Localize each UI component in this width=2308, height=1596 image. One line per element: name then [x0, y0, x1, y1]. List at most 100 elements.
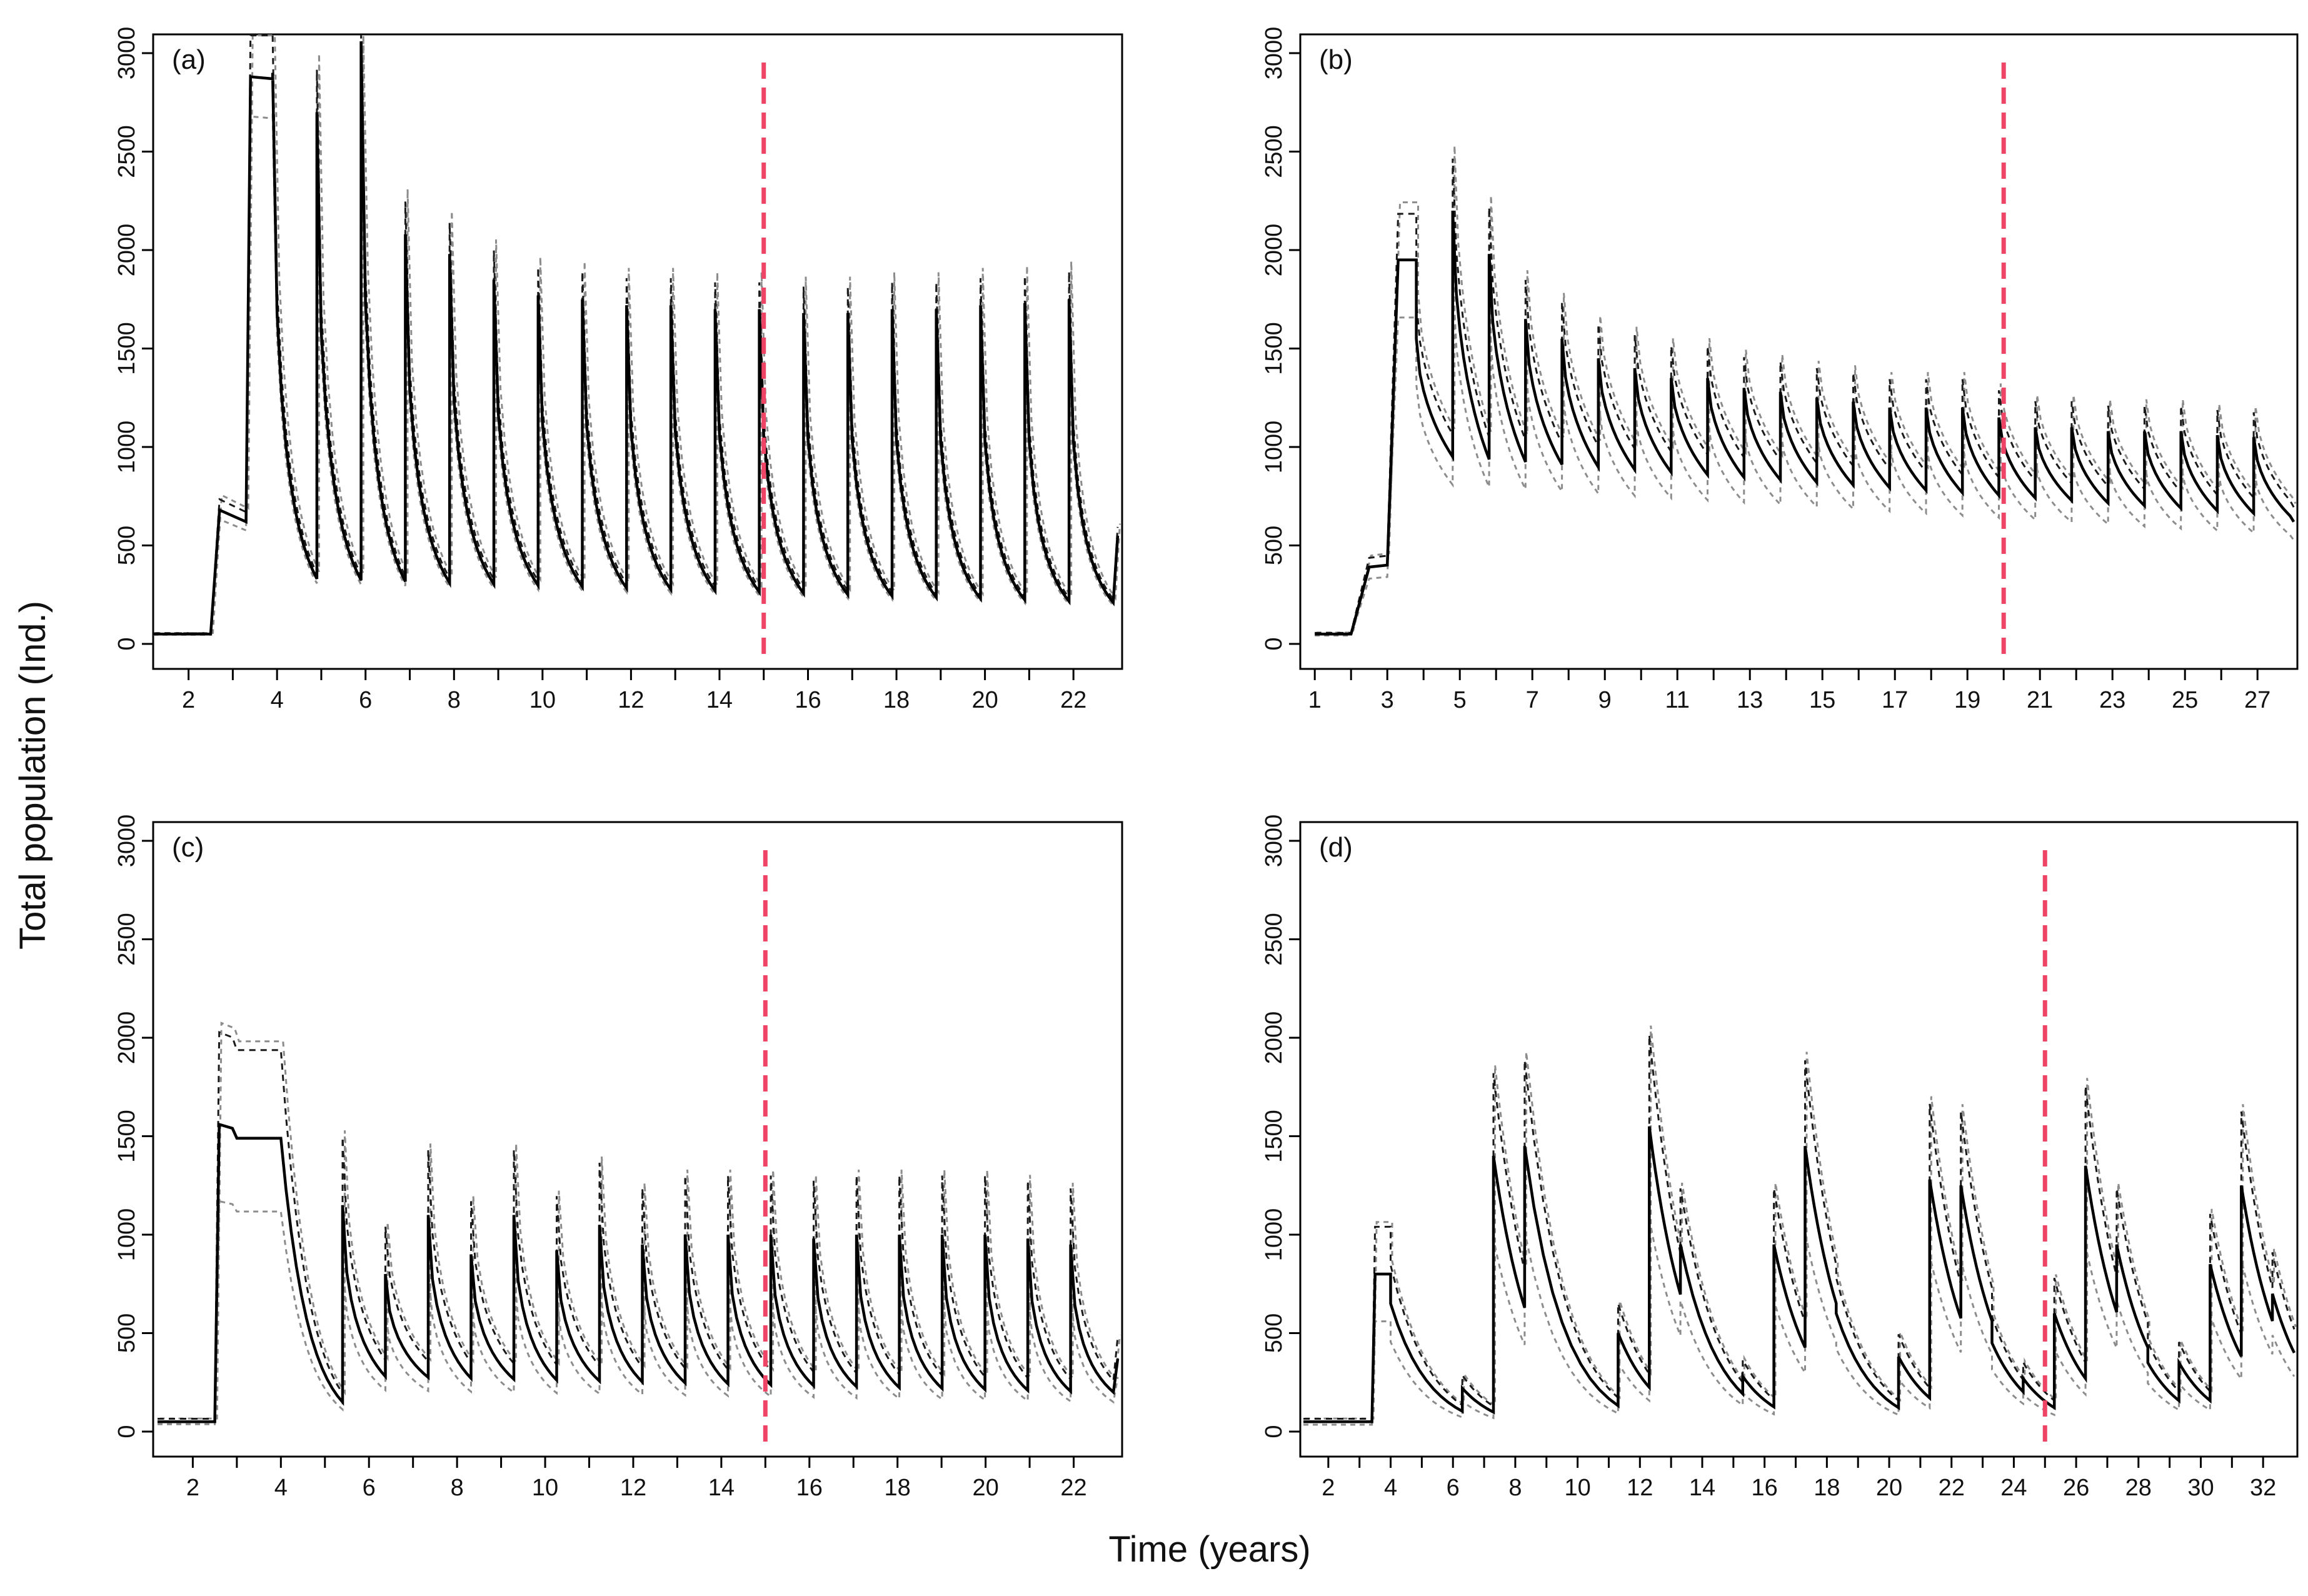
x-tick-label: 20: [971, 687, 998, 713]
y-tick-label: 2000: [1261, 224, 1287, 277]
upper-bound-series: [1315, 158, 2295, 634]
x-tick-label: 4: [1384, 1475, 1397, 1501]
panel-label: (d): [1319, 832, 1353, 863]
x-tick-label: 5: [1453, 687, 1467, 713]
x-tick-label: 23: [2099, 687, 2125, 713]
x-tick-label: 8: [451, 1475, 464, 1501]
upper-bound-series: [158, 1031, 1119, 1420]
y-tick-label: 1000: [1261, 1208, 1287, 1262]
x-tick-label: 2: [1322, 1475, 1335, 1501]
x-tick-label: 6: [1447, 1475, 1460, 1501]
y-tick-label: 500: [1261, 1313, 1287, 1353]
x-tick-label: 16: [796, 1475, 823, 1501]
x-tick-label: 2: [186, 1475, 199, 1501]
x-tick-label: 22: [1060, 687, 1086, 713]
upper-bound-series: [153, 34, 1119, 635]
y-tick-label: 2000: [114, 224, 140, 277]
y-tick-label: 2500: [114, 125, 140, 178]
x-tick-label: 9: [1598, 687, 1612, 713]
lower-bound-series: [1315, 275, 2295, 637]
x-tick-label: 12: [1627, 1475, 1653, 1501]
x-tick-label: 32: [2250, 1475, 2276, 1501]
y-axis-title: Total population (Ind.): [13, 601, 53, 950]
x-tick-label: 1: [1308, 687, 1322, 713]
y-tick-label: 1000: [1261, 421, 1287, 474]
y-tick-label: 1500: [114, 1110, 140, 1163]
y-tick-label: 2500: [1261, 125, 1287, 178]
x-tick-label: 18: [883, 687, 910, 713]
plot-frame: [152, 33, 1123, 670]
upper-bound-gray-series: [155, 34, 1121, 634]
x-tick-label: 6: [359, 687, 372, 713]
plot-frame: [152, 821, 1123, 1458]
upper-bound-series: [1303, 1035, 2295, 1420]
mean-series: [158, 1122, 1120, 1423]
x-tick-label: 20: [972, 1475, 998, 1501]
x-tick-label: 24: [2000, 1475, 2027, 1501]
plot-frame: [1299, 821, 2299, 1458]
x-tick-label: 30: [2187, 1475, 2214, 1501]
y-tick-label: 1500: [1261, 1110, 1287, 1163]
x-tick-label: 17: [1882, 687, 1908, 713]
plot-frame: [1299, 33, 2299, 670]
y-tick-label: 3000: [114, 815, 140, 868]
y-tick-label: 1500: [114, 322, 140, 375]
mean-series: [1315, 210, 2295, 636]
y-tick-label: 500: [114, 1313, 140, 1353]
y-tick-label: 3000: [1261, 27, 1287, 80]
y-tick-label: 1000: [114, 1208, 140, 1262]
upper-bound-gray-series: [1317, 145, 2297, 634]
panel-label: (a): [172, 44, 206, 75]
x-tick-label: 14: [708, 1475, 735, 1501]
x-tick-label: 3: [1381, 687, 1394, 713]
x-tick-label: 14: [706, 687, 733, 713]
y-tick-label: 2500: [1261, 913, 1287, 966]
x-tick-label: 27: [2244, 687, 2270, 713]
y-tick-label: 2000: [1261, 1011, 1287, 1065]
x-tick-label: 10: [532, 1475, 558, 1501]
x-tick-label: 10: [529, 687, 556, 713]
panel-c: 0 500 1000 1500 2000 2500 3000 2 4 6 8 10 12 14 16 18 20…: [114, 815, 1123, 1501]
y-tick-label: 3000: [1261, 815, 1287, 868]
mean-series: [1303, 1126, 2296, 1423]
y-tick-label: 2500: [114, 913, 140, 966]
y-tick-label: 3000: [114, 27, 140, 80]
x-tick-label: 20: [1876, 1475, 1902, 1501]
y-tick-label: 2000: [114, 1011, 140, 1065]
lower-bound-series: [1303, 1217, 2295, 1426]
y-tick-label: 500: [1261, 526, 1287, 565]
y-tick-label: 0: [114, 637, 140, 650]
x-tick-label: 4: [274, 1475, 288, 1501]
y-tick-label: 0: [1261, 637, 1287, 650]
x-tick-label: 12: [618, 687, 644, 713]
y-tick-label: 1500: [1261, 322, 1287, 375]
x-tick-label: 18: [1814, 1475, 1840, 1501]
x-tick-label: 22: [1939, 1475, 1965, 1501]
panel-label: (b): [1319, 44, 1353, 75]
x-tick-label: 7: [1526, 687, 1539, 713]
x-tick-label: 8: [448, 687, 461, 713]
x-tick-label: 26: [2063, 1475, 2089, 1501]
x-tick-label: 25: [2172, 687, 2198, 713]
x-tick-label: 10: [1564, 1475, 1590, 1501]
panel-label: (c): [172, 832, 204, 863]
x-tick-label: 18: [885, 1475, 911, 1501]
lower-bound-series: [158, 1200, 1119, 1425]
mean-series: [153, 41, 1120, 636]
x-tick-label: 16: [1752, 1475, 1778, 1501]
y-tick-label: 1000: [114, 421, 140, 474]
x-tick-label: 28: [2125, 1475, 2152, 1501]
x-tick-label: 19: [1954, 687, 1980, 713]
panel-a: 0 500 1000 1500 2000 2500 3000 2 4 6 8 10 12 14 16 18 20…: [114, 27, 1123, 713]
y-tick-label: 0: [114, 1425, 140, 1438]
x-tick-label: 2: [182, 687, 195, 713]
x-tick-label: 11: [1665, 687, 1689, 713]
x-tick-label: 13: [1737, 687, 1763, 713]
x-tick-label: 21: [2027, 687, 2053, 713]
x-tick-label: 22: [1060, 1475, 1086, 1501]
x-axis-title: Time (years): [1108, 1529, 1310, 1570]
x-tick-label: 15: [1809, 687, 1835, 713]
